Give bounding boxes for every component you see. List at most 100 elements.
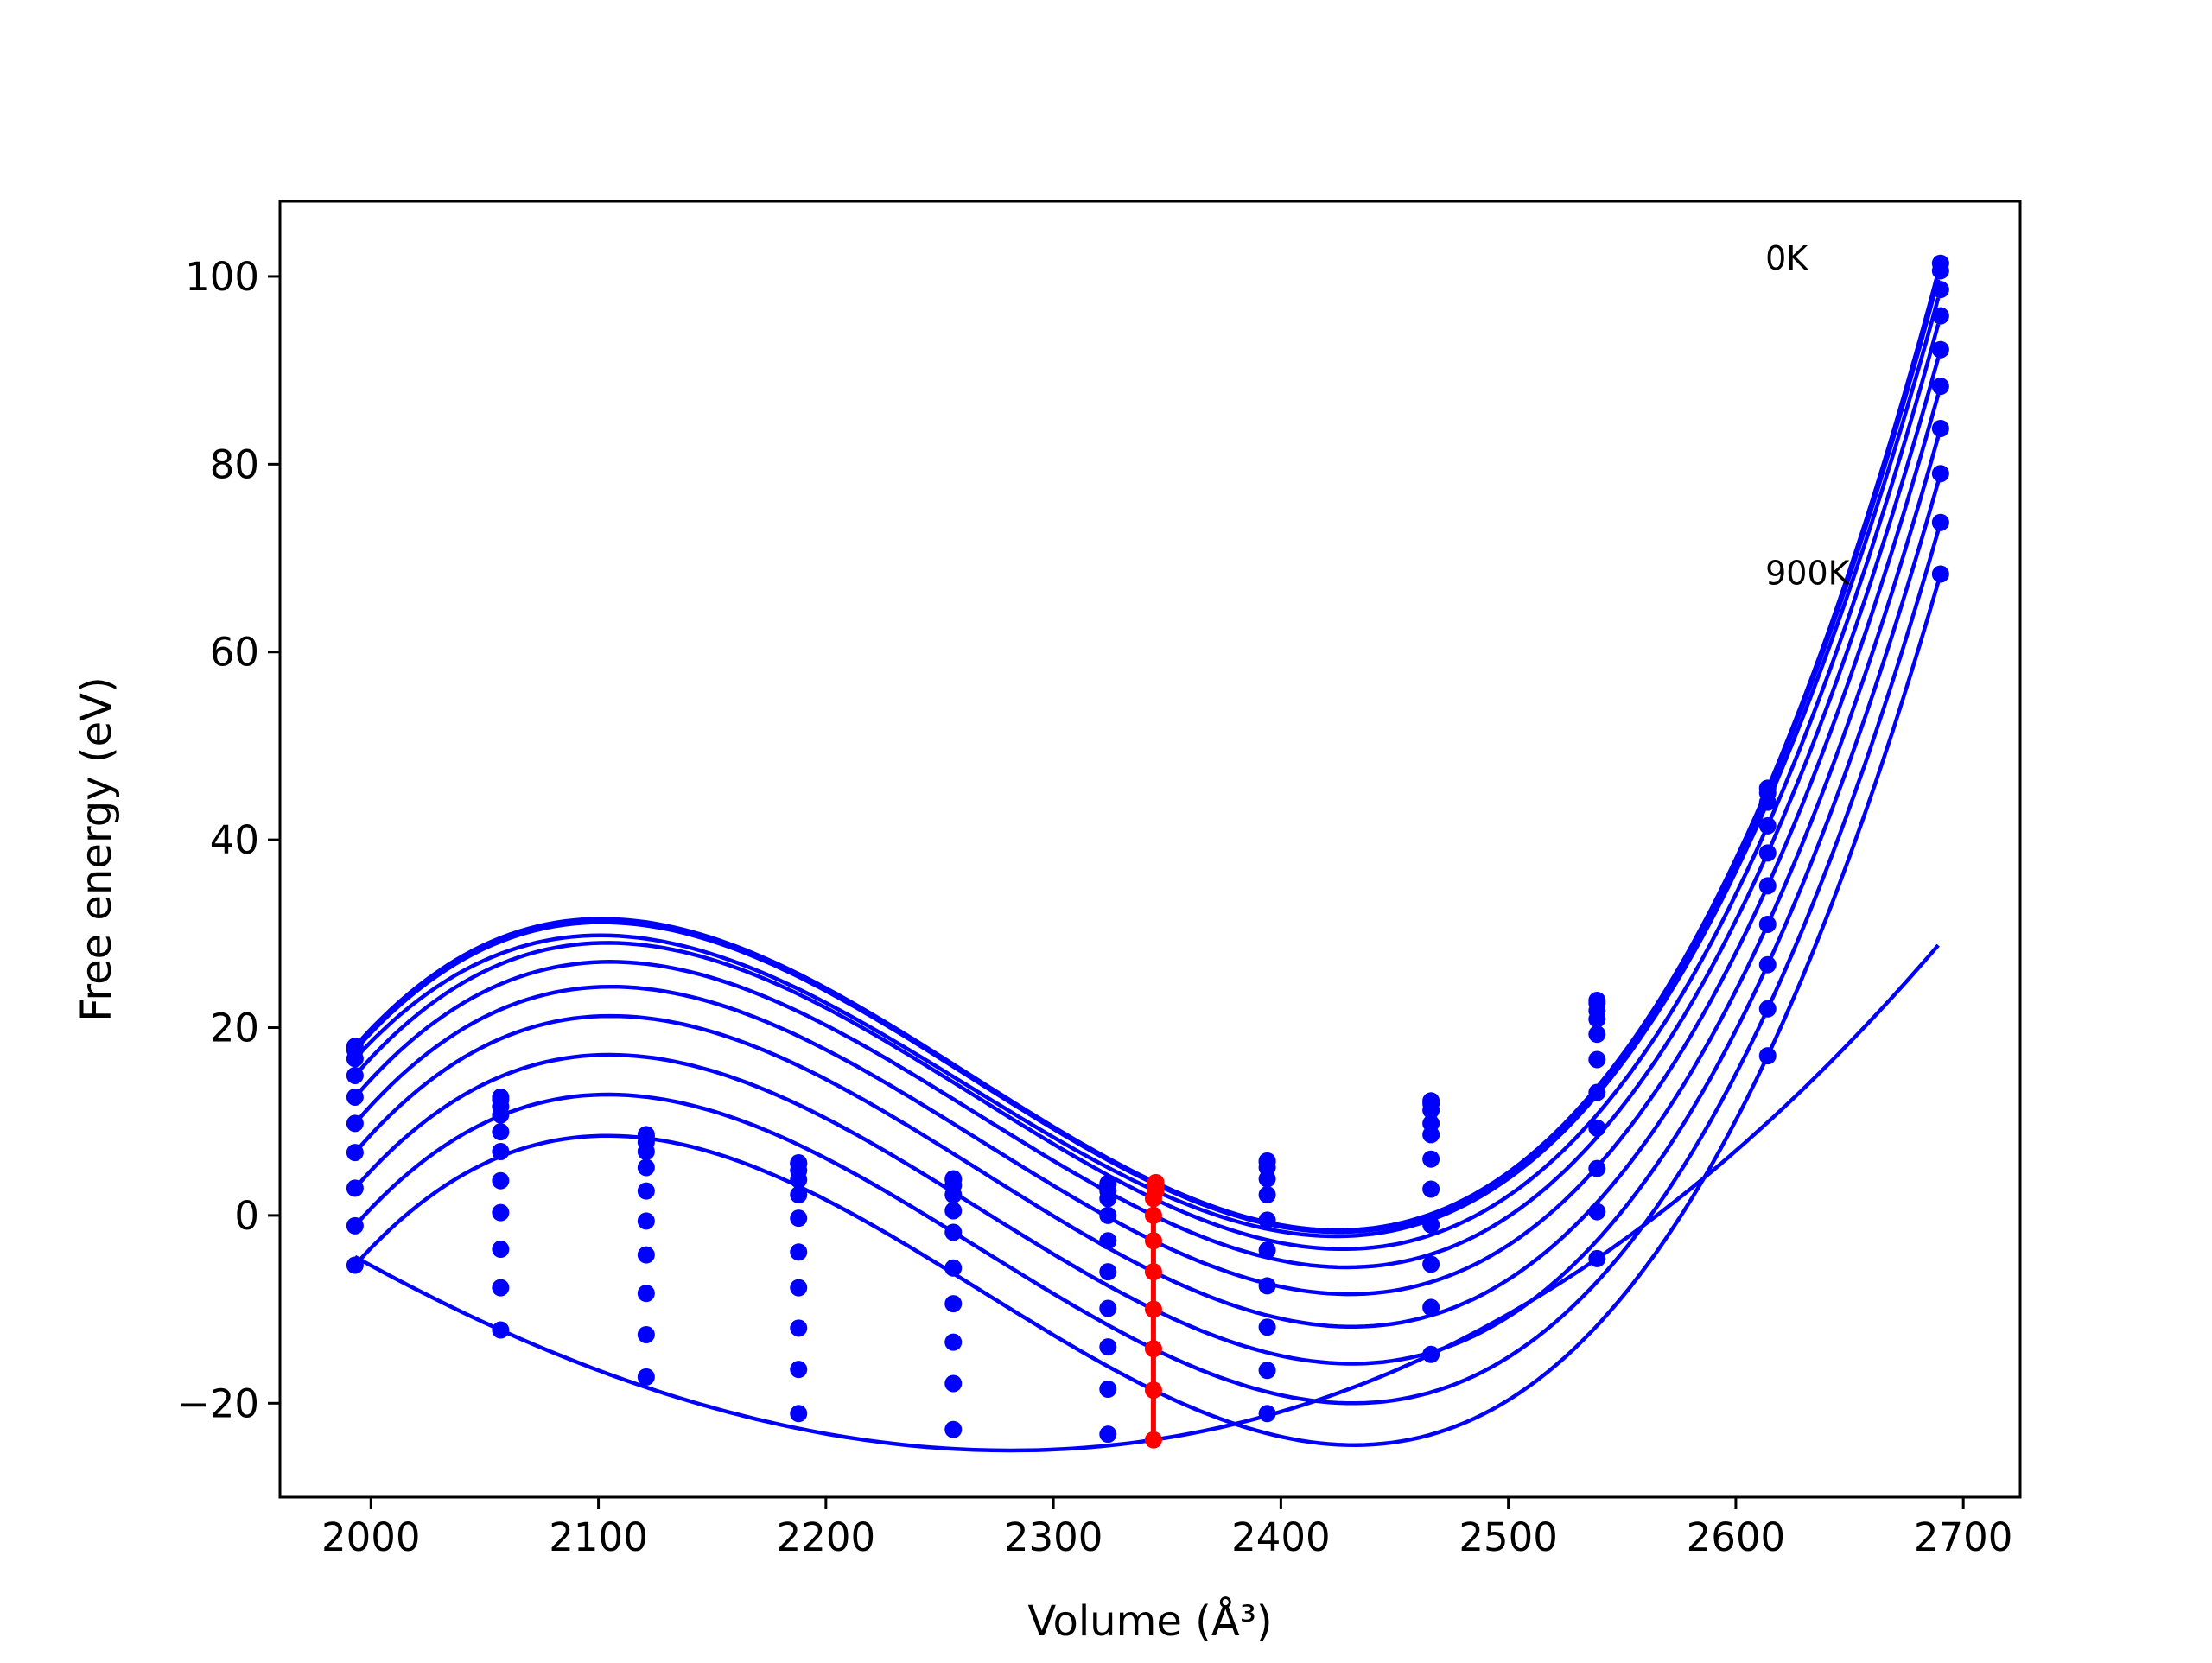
data-point xyxy=(790,1319,808,1337)
data-point xyxy=(1758,1000,1777,1018)
data-point xyxy=(1588,1050,1606,1069)
x-tick-label: 2300 xyxy=(1004,1514,1103,1560)
data-point xyxy=(790,1243,808,1261)
data-point xyxy=(1931,513,1949,531)
data-point xyxy=(1099,1381,1117,1398)
y-tick-label: −20 xyxy=(177,1381,259,1426)
data-point xyxy=(1099,1263,1117,1281)
data-point xyxy=(1099,1232,1117,1250)
data-point xyxy=(1258,1186,1276,1203)
plot-frame xyxy=(278,200,2022,1499)
data-point xyxy=(637,1325,655,1343)
data-point xyxy=(1258,1318,1276,1336)
data-point xyxy=(790,1361,808,1379)
temperature-annotation: 900K xyxy=(1765,554,1851,592)
data-point xyxy=(790,1405,808,1423)
data-point xyxy=(1758,816,1777,835)
data-point xyxy=(1588,1159,1606,1177)
data-point xyxy=(1422,1101,1440,1120)
minimum-point xyxy=(1144,1431,1162,1449)
data-point xyxy=(944,1186,963,1203)
x-axis-ticks: 2000 2100 2200 2300 2400 2500 2600 2700 xyxy=(321,1497,2012,1560)
data-point xyxy=(944,1374,963,1393)
x-tick-label: 2500 xyxy=(1459,1514,1558,1560)
minimum-point xyxy=(1144,1300,1162,1318)
data-point xyxy=(1931,420,1949,438)
data-point xyxy=(346,1050,364,1068)
data-point xyxy=(492,1123,510,1141)
data-point xyxy=(1588,1203,1606,1221)
data-point xyxy=(346,1066,364,1084)
data-point xyxy=(1931,378,1949,396)
data-point xyxy=(1588,1010,1606,1028)
x-tick-label: 2200 xyxy=(777,1514,876,1560)
data-point xyxy=(1422,1216,1440,1234)
y-tick-label: 40 xyxy=(210,817,259,863)
data-point xyxy=(1422,1345,1440,1363)
data-point xyxy=(637,1246,655,1264)
isotherm-curve xyxy=(353,323,1941,1252)
data-point xyxy=(492,1203,510,1222)
data-point xyxy=(492,1106,510,1124)
data-point xyxy=(1422,1150,1440,1168)
data-point xyxy=(790,1209,808,1228)
minimum-point xyxy=(1144,1232,1162,1250)
data-point xyxy=(1931,565,1949,583)
minimum-point xyxy=(1144,1340,1162,1358)
data-point xyxy=(346,1256,364,1274)
data-point xyxy=(1758,793,1777,811)
minimum-point xyxy=(1144,1381,1162,1400)
data-point xyxy=(790,1171,808,1189)
data-point xyxy=(944,1333,963,1351)
data-point xyxy=(1758,877,1777,895)
y-tick-label: 20 xyxy=(210,1006,259,1051)
y-axis-ticks: −20 0 20 40 60 80 100 xyxy=(177,254,280,1426)
data-point xyxy=(1931,340,1949,359)
data-point xyxy=(1258,1211,1276,1229)
x-tick-label: 2600 xyxy=(1687,1514,1786,1560)
temperature-annotation: 0K xyxy=(1765,239,1808,277)
data-point xyxy=(492,1241,510,1259)
minimum-energy-path xyxy=(1144,1173,1165,1449)
data-points xyxy=(346,254,1949,1444)
data-point xyxy=(1258,1170,1276,1188)
data-point xyxy=(637,1368,655,1386)
data-point xyxy=(346,1114,364,1133)
data-point xyxy=(1422,1255,1440,1273)
data-point xyxy=(1588,1249,1606,1267)
x-tick-label: 2100 xyxy=(549,1514,648,1560)
data-point xyxy=(1099,1206,1117,1224)
isotherm-curve xyxy=(353,357,1941,1270)
data-point xyxy=(637,1212,655,1230)
data-point xyxy=(1931,262,1949,280)
isotherm-curve xyxy=(353,393,1941,1297)
data-point xyxy=(1588,1025,1606,1044)
y-axis-label: Free energy (eV) xyxy=(73,676,121,1021)
data-point xyxy=(637,1285,655,1303)
data-point xyxy=(492,1321,510,1339)
data-point xyxy=(944,1295,963,1313)
data-point xyxy=(637,1182,655,1200)
data-point xyxy=(1258,1241,1276,1260)
x-tick-label: 2700 xyxy=(1914,1514,2013,1560)
isotherm-curve xyxy=(353,278,1941,1235)
data-point xyxy=(1588,1119,1606,1137)
data-point xyxy=(944,1223,963,1241)
y-tick-label: 80 xyxy=(210,441,259,487)
data-point xyxy=(944,1420,963,1438)
data-point xyxy=(1931,465,1949,483)
data-point xyxy=(1758,844,1777,862)
data-point xyxy=(346,1088,364,1106)
data-point xyxy=(637,1158,655,1177)
data-point xyxy=(1758,955,1777,974)
y-tick-label: 0 xyxy=(234,1193,259,1239)
data-point xyxy=(1258,1405,1276,1423)
minimum-point xyxy=(1144,1263,1162,1281)
data-point xyxy=(1588,1083,1606,1101)
data-point xyxy=(944,1259,963,1277)
y-tick-label: 100 xyxy=(185,254,259,300)
isotherm-curve xyxy=(353,581,1941,1447)
data-point xyxy=(1258,1277,1276,1295)
